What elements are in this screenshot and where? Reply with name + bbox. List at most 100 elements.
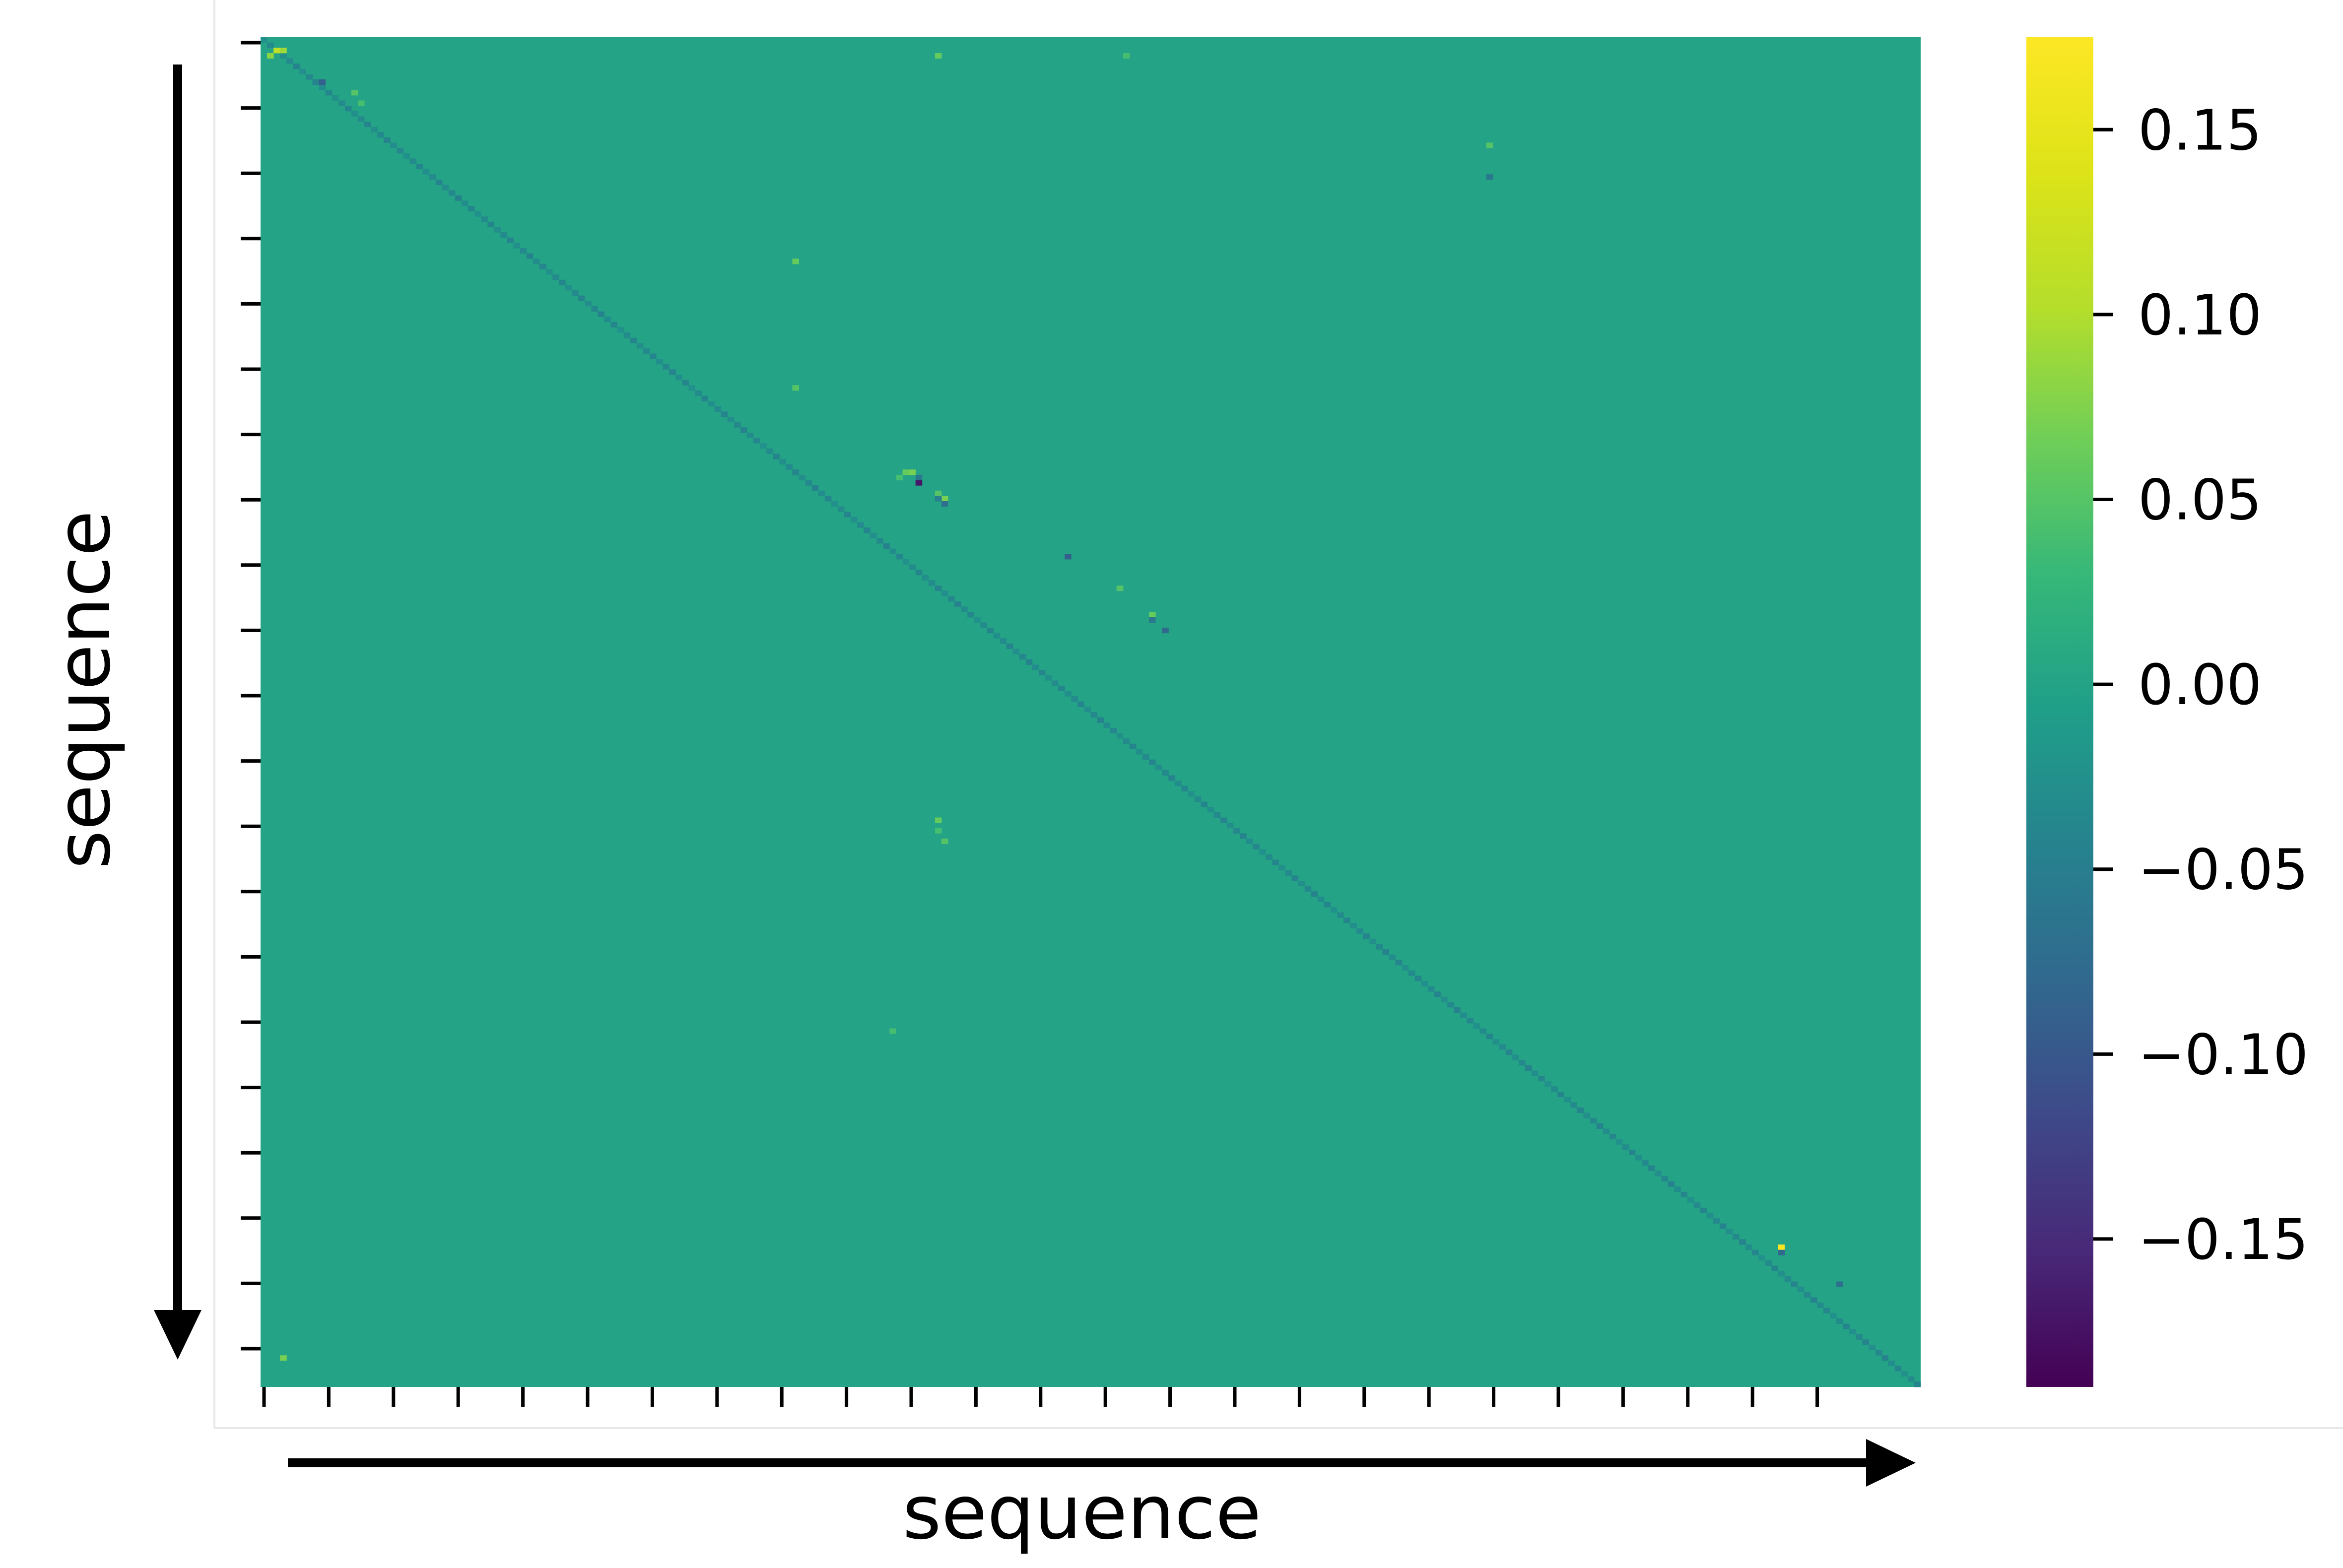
heatmap-cell-diagonal (1421, 980, 1428, 986)
heatmap-cell-diagonal (1778, 1271, 1785, 1277)
x-axis-label: sequence (903, 1470, 1262, 1556)
heatmap-cell-diagonal (864, 527, 870, 533)
heatmap-cell-diagonal (1512, 1054, 1519, 1060)
heatmap-cell-diagonal (889, 548, 897, 554)
heatmap-cell-diagonal (636, 343, 644, 349)
heatmap-cell-diagonal (455, 195, 462, 201)
heatmap-cell-diagonal (1538, 1076, 1545, 1082)
heatmap-cell-diagonal (1350, 923, 1357, 929)
x-axis-arrowhead (1866, 1439, 1916, 1487)
heatmap-cell-diagonal (1680, 1191, 1688, 1197)
heatmap-cell-diagonal (857, 522, 864, 528)
heatmap-cell (1778, 1249, 1785, 1255)
heatmap-cell-diagonal (1012, 649, 1020, 654)
heatmap-cell-diagonal (344, 106, 352, 112)
heatmap-cell-diagonal (1706, 1213, 1714, 1219)
heatmap-cell-diagonal (1084, 707, 1091, 713)
heatmap-cell-diagonal (1363, 933, 1370, 939)
heatmap-cell (1065, 554, 1071, 560)
heatmap-cell (1116, 586, 1124, 591)
heatmap-cell-diagonal (286, 58, 293, 64)
heatmap-cell-diagonal (539, 263, 546, 269)
heatmap-cell-diagonal (1544, 1081, 1551, 1087)
heatmap-cell-diagonal (623, 332, 631, 338)
heatmap-cell-diagonal (760, 443, 767, 449)
heatmap-cell-diagonal (721, 411, 728, 417)
heatmap-cell-diagonal (1291, 875, 1299, 881)
heatmap-cell-diagonal (1467, 1018, 1473, 1024)
heatmap-cell-diagonal (435, 179, 443, 185)
heatmap-cell-diagonal (280, 53, 287, 59)
heatmap-cell-diagonal (604, 317, 611, 323)
x-ticks (262, 1387, 1819, 1407)
heatmap-cell-diagonal (1240, 833, 1247, 839)
heatmap-cell-diagonal (1149, 759, 1156, 765)
colorbar-tick-label: 0.15 (2138, 98, 2262, 163)
heatmap-cell-diagonal (928, 580, 936, 586)
heatmap-cell (280, 1355, 287, 1361)
heatmap-cell-diagonal (1590, 1118, 1597, 1124)
heatmap-cell-diagonal (1123, 738, 1130, 744)
heatmap-cell-diagonal (1136, 749, 1143, 755)
heatmap-cell-diagonal (520, 248, 527, 254)
heatmap-cell-diagonal (1038, 670, 1046, 676)
heatmap-cell-diagonal (1797, 1287, 1805, 1293)
heatmap-cell-diagonal (1622, 1144, 1629, 1150)
heatmap-cell-diagonal (1894, 1366, 1902, 1372)
y-axis-label: sequence (41, 511, 127, 869)
heatmap-cell-diagonal (481, 216, 488, 222)
heatmap-cell-diagonal (1843, 1323, 1850, 1329)
heatmap-cell-diagonal (669, 369, 676, 375)
heatmap-cell-diagonal (1875, 1350, 1882, 1356)
heatmap-cell-diagonal (649, 353, 657, 359)
heatmap-cell (902, 469, 910, 475)
y-ticks (241, 41, 261, 1351)
heatmap-cell (351, 90, 358, 96)
heatmap-cell-diagonal (1907, 1376, 1915, 1382)
heatmap-cell-diagonal (1726, 1229, 1733, 1235)
heatmap-cell-diagonal (1402, 965, 1409, 971)
heatmap-cell-diagonal (1739, 1239, 1746, 1245)
heatmap-cell-diagonal (1765, 1260, 1772, 1266)
heatmap-cell-diagonal (967, 612, 974, 618)
heatmap-cell-diagonal (980, 622, 987, 628)
heatmap-cell (935, 496, 942, 502)
heatmap-cell-diagonal (507, 237, 514, 243)
diagonal-cells (261, 37, 1921, 1387)
heatmap-cell-diagonal (1129, 743, 1137, 749)
heatmap-cell-diagonal (1434, 991, 1441, 997)
heatmap-cell-diagonal (941, 590, 948, 596)
heatmap-cell (1149, 617, 1156, 623)
heatmap-cell-diagonal (403, 153, 410, 159)
colorbar-ticks: 0.15 0.10 0.05 0.00 −0.05 −0.10 −0.15 (2093, 98, 2308, 1272)
heatmap-cell-diagonal (1771, 1265, 1779, 1271)
heatmap-cell-diagonal (293, 64, 300, 69)
heatmap-cell-diagonal (591, 306, 598, 312)
heatmap-cell-diagonal (656, 359, 663, 365)
heatmap-cell (273, 48, 280, 54)
heatmap-cell-diagonal (500, 232, 508, 238)
heatmap-cell-diagonal (1097, 717, 1104, 723)
heatmap-cell-diagonal (1668, 1181, 1674, 1187)
heatmap-cell-diagonal (915, 570, 923, 576)
heatmap-cell-diagonal (351, 111, 358, 117)
heatmap-cell-diagonal (1045, 675, 1052, 681)
heatmap-cell-diagonal (1201, 801, 1208, 807)
colorbar-tick-label: 0.10 (2138, 283, 2262, 348)
heatmap-cell (915, 480, 923, 486)
heatmap-cell-diagonal (1473, 1023, 1480, 1029)
heatmap-cell-diagonal (377, 132, 384, 138)
heatmap-cell-diagonal (1427, 986, 1435, 992)
heatmap-cell-diagonal (1272, 859, 1279, 865)
heatmap-cell-diagonal (1603, 1128, 1610, 1134)
heatmap-cell (792, 259, 800, 264)
heatmap-cell-diagonal (1006, 643, 1013, 649)
heatmap-cell-diagonal (338, 100, 345, 106)
heatmap-cell-diagonal (1862, 1339, 1869, 1345)
heatmap-cell-diagonal (1856, 1334, 1863, 1340)
heatmap-cell-diagonal (397, 148, 403, 154)
heatmap-cell (319, 79, 326, 85)
heatmap-cell (941, 501, 948, 507)
heatmap-cell-diagonal (1194, 796, 1202, 802)
